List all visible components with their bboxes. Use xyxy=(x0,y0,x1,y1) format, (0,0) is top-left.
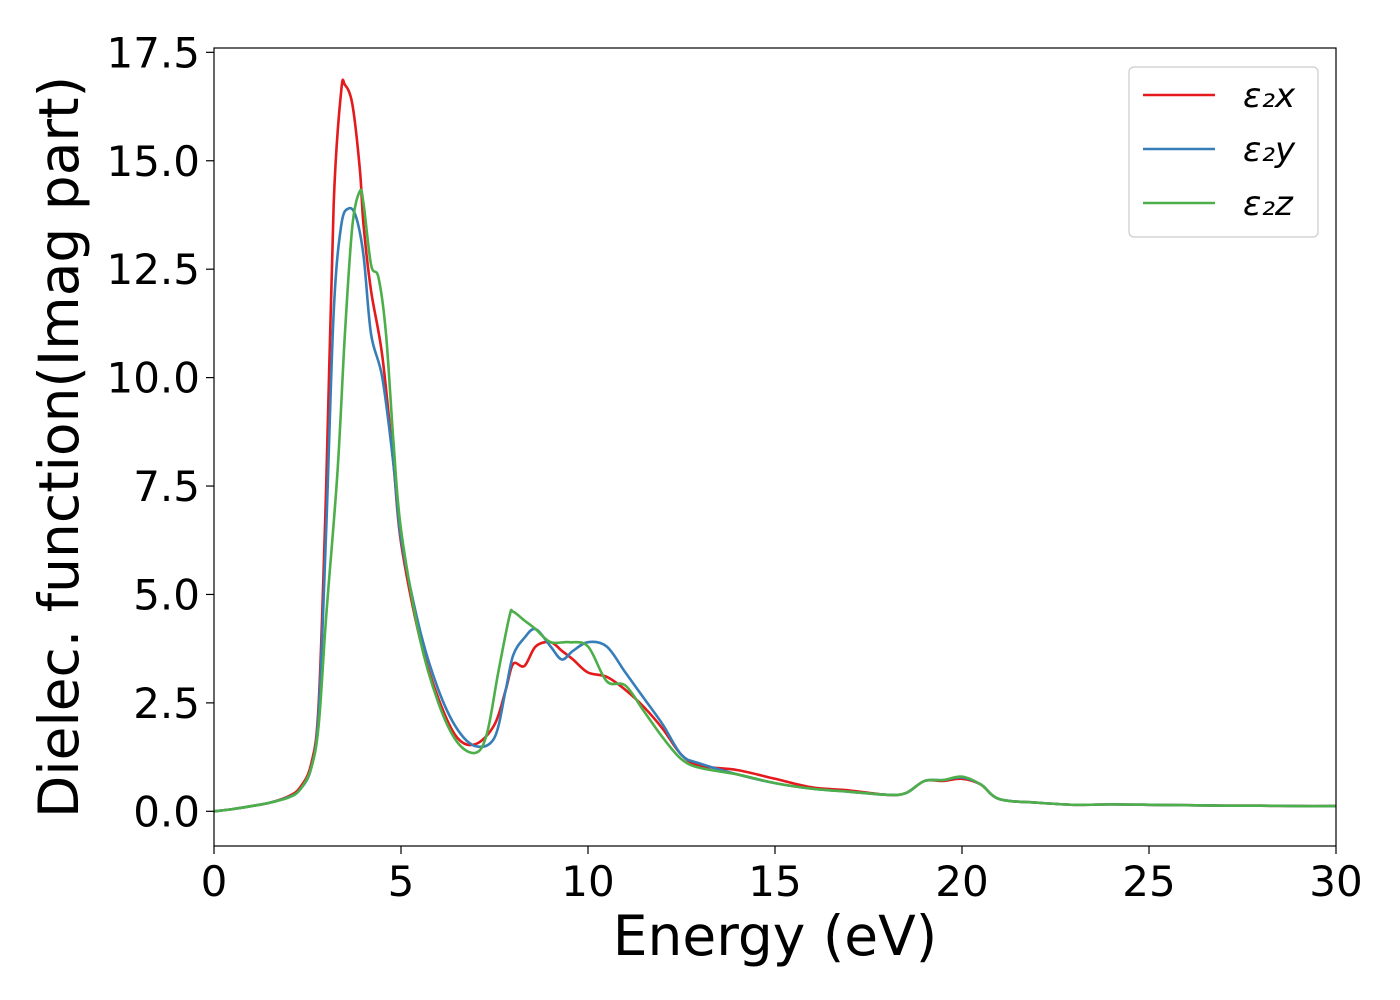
x-tick-label: 25 xyxy=(1122,857,1175,906)
legend-box xyxy=(1128,66,1319,238)
x-axis-label: Energy (eV) xyxy=(613,904,937,968)
y-tick-label: 0.0 xyxy=(133,787,200,836)
x-tick-label: 15 xyxy=(748,857,801,906)
x-tick-label: 30 xyxy=(1309,857,1362,906)
legend-label: ε₂z xyxy=(1243,184,1294,224)
x-tick-label: 10 xyxy=(561,857,614,906)
series-line-eps2z xyxy=(213,188,1337,813)
x-axis: 0 5 10 15 20 25 30 xyxy=(201,846,1363,906)
legend: ε₂x ε₂y ε₂z xyxy=(1128,66,1319,238)
y-tick-label: 17.5 xyxy=(106,28,200,77)
legend-label: ε₂y xyxy=(1243,130,1296,170)
y-tick-label: 7.5 xyxy=(133,462,200,511)
y-axis: 0.0 2.5 5.0 7.5 10.0 12.5 15.0 17.5 xyxy=(106,28,214,836)
y-tick-label: 12.5 xyxy=(106,245,200,294)
x-tick-label: 5 xyxy=(388,857,415,906)
x-tick-label: 0 xyxy=(201,857,228,906)
y-tick-label: 2.5 xyxy=(133,679,200,728)
series-layer xyxy=(213,78,1337,813)
legend-label: ε₂x xyxy=(1243,76,1296,116)
x-tick-label: 20 xyxy=(935,857,988,906)
y-tick-label: 15.0 xyxy=(106,137,200,186)
y-axis-label: Dielec. function(Imag part) xyxy=(27,76,91,818)
y-tick-label: 5.0 xyxy=(133,570,200,619)
y-tick-label: 10.0 xyxy=(106,354,200,403)
